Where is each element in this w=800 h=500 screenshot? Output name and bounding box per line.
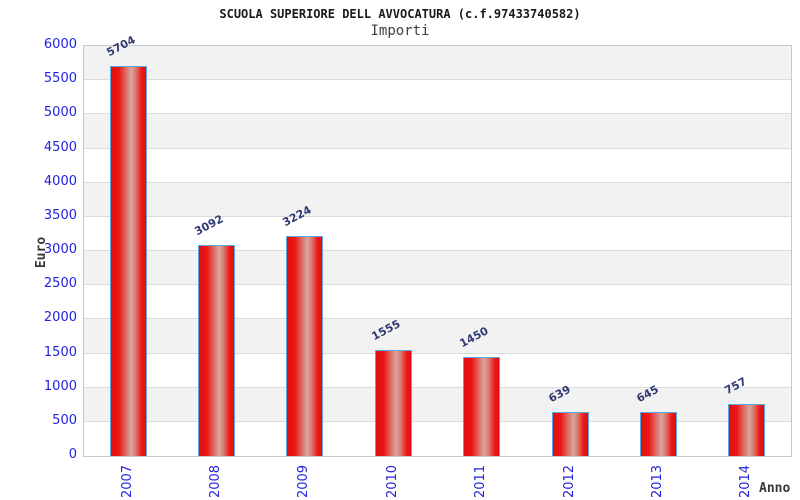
gridline-2000 bbox=[84, 318, 791, 320]
gridline-3000 bbox=[84, 250, 791, 251]
x-tick-label: 2012 bbox=[561, 464, 577, 498]
y-tick-6000: 6000 bbox=[43, 37, 77, 52]
chart-subtitle: Importi bbox=[370, 23, 430, 39]
chart-title: SCUOLA SUPERIORE DELL AVVOCATURA (c.f.97… bbox=[219, 7, 581, 21]
gridline-1500 bbox=[84, 352, 791, 354]
x-tick-2010: 2010 bbox=[374, 461, 410, 500]
gridline-4000 bbox=[84, 181, 791, 183]
band-4500-5000 bbox=[84, 114, 791, 149]
bar-2014 bbox=[728, 404, 766, 456]
x-tick-2012: 2012 bbox=[551, 461, 587, 500]
x-tick-2014: 2014 bbox=[728, 461, 764, 500]
bar-2013 bbox=[639, 411, 677, 456]
band-1500-2000 bbox=[84, 319, 791, 354]
band-2000-2500 bbox=[84, 285, 791, 320]
bar-2012 bbox=[551, 412, 589, 456]
x-tick-2009: 2009 bbox=[286, 461, 322, 500]
y-tick-500: 500 bbox=[52, 412, 77, 428]
x-axis-title: Anno bbox=[759, 481, 791, 496]
band-3000-3500 bbox=[84, 216, 791, 251]
y-tick-1000: 1000 bbox=[43, 378, 77, 394]
bar-2011 bbox=[463, 356, 501, 456]
gridline-2500 bbox=[84, 284, 791, 286]
x-tick-label: 2011 bbox=[473, 464, 489, 498]
band-5000-5500 bbox=[84, 80, 791, 115]
x-tick-label: 2010 bbox=[384, 464, 400, 498]
band-0-500 bbox=[84, 421, 791, 456]
y-tick-2000: 2000 bbox=[43, 310, 77, 326]
x-tick-label: 2014 bbox=[738, 464, 754, 498]
band-2500-3000 bbox=[84, 251, 791, 286]
band-1000-1500 bbox=[84, 353, 791, 388]
gridline-5000 bbox=[84, 113, 791, 115]
band-3500-4000 bbox=[84, 182, 791, 217]
y-tick-4500: 4500 bbox=[43, 139, 77, 155]
y-tick-3500: 3500 bbox=[43, 207, 77, 223]
plot-area bbox=[83, 45, 792, 457]
x-tick-label: 2013 bbox=[649, 464, 665, 498]
bar-2007 bbox=[109, 66, 147, 456]
bar-2008 bbox=[198, 244, 236, 456]
gridline-3500 bbox=[84, 215, 791, 217]
y-tick-4000: 4000 bbox=[43, 173, 77, 189]
bar-2010 bbox=[374, 349, 412, 456]
x-tick-2013: 2013 bbox=[639, 461, 675, 500]
y-tick-5500: 5500 bbox=[43, 71, 77, 87]
band-5500-6000 bbox=[84, 46, 791, 81]
gridline-4500 bbox=[84, 147, 791, 149]
x-tick-label: 2009 bbox=[296, 464, 312, 498]
band-4000-4500 bbox=[84, 148, 791, 183]
y-tick-0: 0 bbox=[68, 447, 77, 462]
x-tick-2008: 2008 bbox=[198, 461, 234, 500]
x-tick-2007: 2007 bbox=[109, 461, 145, 500]
x-tick-label: 2007 bbox=[119, 464, 135, 498]
y-tick-5000: 5000 bbox=[43, 105, 77, 121]
x-tick-label: 2008 bbox=[208, 464, 224, 498]
y-tick-3000: 3000 bbox=[43, 242, 77, 257]
bar-2009 bbox=[286, 235, 324, 456]
y-tick-2500: 2500 bbox=[43, 276, 77, 292]
gridline-5500 bbox=[84, 79, 791, 81]
y-tick-1500: 1500 bbox=[43, 344, 77, 360]
x-tick-2011: 2011 bbox=[463, 461, 499, 500]
gridline-1000 bbox=[84, 386, 791, 388]
gridline-500 bbox=[84, 420, 791, 422]
band-500-1000 bbox=[84, 387, 791, 422]
